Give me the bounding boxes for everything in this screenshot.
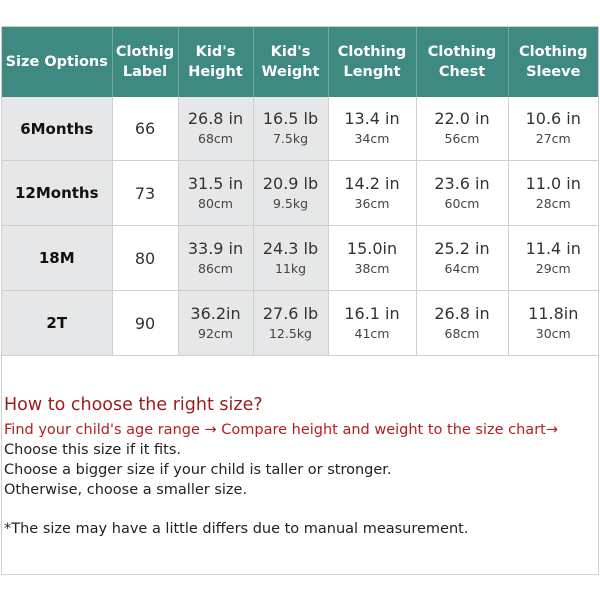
height-cell: 33.9 in 86cm [178,225,254,291]
length-cm: 36cm [354,195,390,211]
table-row: 18M 80 33.9 in 86cm 24.3 lb 11kg 15.0in … [2,225,598,291]
sleeve-cell: 11.8in 30cm [508,290,598,356]
sleeve-cm: 28cm [535,195,571,211]
header-clothing-label: Clothig Label [112,27,179,97]
guide-line: Choose a bigger size if your child is ta… [4,462,392,478]
sleeve-cm: 27cm [535,131,571,146]
height-inches: 33.9 in [187,238,244,258]
header-kids-height: Kid's Height [178,27,254,97]
height-inches: 36.2in [190,303,241,323]
size-cell: 2T [2,290,113,356]
weight-kg: 9.5kg [272,195,309,211]
length-inches: 16.1 in [344,303,400,323]
chest-cm: 56cm [444,131,480,146]
length-cm: 38cm [354,260,390,276]
label-cell: 73 [112,160,179,226]
chest-cell: 22.0 in 56cm [416,97,509,161]
chest-inches: 23.6 in [434,173,490,193]
guide-title: How to choose the right size? [4,395,263,415]
length-cm: 41cm [354,325,390,341]
sleeve-cm: 29cm [535,260,571,276]
header-size-options: Size Options [2,27,113,97]
height-inches: 26.8 in [187,109,244,128]
length-cell: 15.0in 38cm [328,225,417,291]
weight-lb: 27.6 lb [262,303,319,323]
height-inches: 31.5 in [187,173,244,193]
chest-inches: 26.8 in [434,303,490,323]
header-clothing-sleeve: Clothing Sleeve [508,27,598,97]
table-row: 6Months 66 26.8 in 68cm 16.5 lb 7.5kg 13… [2,97,598,161]
weight-lb: 24.3 lb [262,238,319,258]
label-cell: 90 [112,290,179,356]
size-guide: How to choose the right size? Find your … [4,394,594,539]
chest-cm: 64cm [444,260,480,276]
chest-inches: 22.0 in [434,109,490,128]
chest-cm: 60cm [444,195,480,211]
weight-cell: 27.6 lb 12.5kg [253,290,329,356]
weight-cell: 24.3 lb 11kg [253,225,329,291]
size-cell: 12Months [2,160,113,226]
weight-kg: 12.5kg [268,325,312,341]
table-body: 6Months 66 26.8 in 68cm 16.5 lb 7.5kg 13… [2,97,598,356]
weight-lb: 20.9 lb [262,173,319,193]
weight-kg: 11kg [274,260,307,276]
table-row: 12Months 73 31.5 in 80cm 20.9 lb 9.5kg 1… [2,160,598,226]
sleeve-cm: 30cm [535,325,571,341]
weight-cell: 20.9 lb 9.5kg [253,160,329,226]
size-chart-card: Size Options Clothig Label Kid's Height … [1,26,599,575]
length-inches: 15.0in [346,238,398,258]
guide-line: Otherwise, choose a smaller size. [4,482,248,498]
length-inches: 13.4 in [344,109,400,128]
sleeve-cell: 10.6 in 27cm [508,97,598,161]
guide-line: Choose this size if it fits. [4,442,181,458]
header-clothing-chest: Clothing Chest [416,27,509,97]
height-cell: 26.8 in 68cm [178,97,254,161]
measurement-note: *The size may have a little differs due … [4,521,469,537]
header-kids-weight: Kid's Weight [253,27,329,97]
chest-cm: 68cm [444,325,480,341]
height-cm: 68cm [198,131,233,146]
table-header: Size Options Clothig Label Kid's Height … [2,27,598,97]
chest-cell: 25.2 in 64cm [416,225,509,291]
sleeve-inches: 11.8in [528,303,579,323]
weight-kg: 7.5kg [272,131,309,146]
height-cell: 31.5 in 80cm [178,160,254,226]
length-cell: 13.4 in 34cm [328,97,417,161]
guide-steps: Find your child's age range → Compare he… [4,422,558,438]
length-cell: 14.2 in 36cm [328,160,417,226]
sleeve-inches: 10.6 in [525,109,581,128]
length-cm: 34cm [354,131,390,146]
sleeve-cell: 11.0 in 28cm [508,160,598,226]
header-row: Size Options Clothig Label Kid's Height … [2,27,598,97]
chest-cell: 26.8 in 68cm [416,290,509,356]
sleeve-inches: 11.0 in [525,173,581,193]
weight-lb: 16.5 lb [262,109,319,128]
size-chart-table: Size Options Clothig Label Kid's Height … [2,27,598,356]
height-cell: 36.2in 92cm [178,290,254,356]
height-cm: 86cm [198,260,233,276]
sleeve-cell: 11.4 in 29cm [508,225,598,291]
label-cell: 80 [112,225,179,291]
height-cm: 92cm [198,325,233,341]
size-cell: 18M [2,225,113,291]
sleeve-inches: 11.4 in [525,238,581,258]
table-row: 2T 90 36.2in 92cm 27.6 lb 12.5kg 16.1 in… [2,290,598,356]
length-cell: 16.1 in 41cm [328,290,417,356]
weight-cell: 16.5 lb 7.5kg [253,97,329,161]
height-cm: 80cm [198,195,233,211]
chest-inches: 25.2 in [434,238,490,258]
size-cell: 6Months [2,97,113,161]
length-inches: 14.2 in [344,173,400,193]
header-clothing-length: Clothing Lenght [328,27,417,97]
label-cell: 66 [112,97,179,161]
chest-cell: 23.6 in 60cm [416,160,509,226]
